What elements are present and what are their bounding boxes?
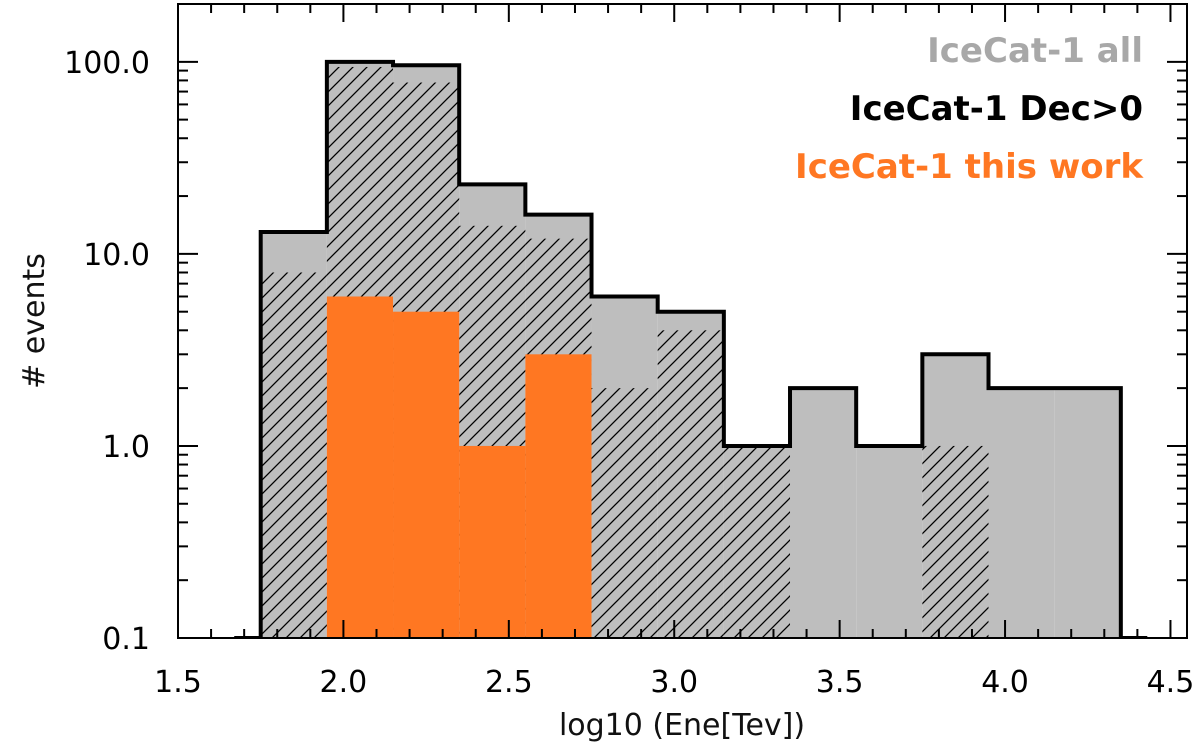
bar-dec-0	[260, 272, 327, 638]
bar-this-work-2	[393, 311, 460, 638]
bar-this-work-1	[326, 296, 394, 638]
bar-all-12	[1054, 388, 1121, 638]
plot-frame	[177, 3, 1188, 639]
axis-ticks	[177, 3, 1187, 639]
y-tick-label-2: 10.0	[83, 238, 150, 273]
axis-tick-labels: 1.5 2.0 2.5 3.0 3.5 4.0 4.5 0.1 1.0 10.0 100.0	[64, 46, 1194, 700]
x-tick-label-6: 4.5	[1147, 665, 1195, 700]
bar-dec-6	[657, 330, 724, 638]
x-tick-label-5: 4.0	[981, 665, 1029, 700]
legend-entry-0: IceCat-1 all	[927, 31, 1143, 71]
bar-all-11	[988, 388, 1055, 638]
y-tick-label-0: 0.1	[102, 622, 150, 657]
x-tick-label-2: 2.5	[485, 665, 533, 700]
series-this-work-bars	[326, 296, 592, 638]
series-all-outline	[234, 59, 1148, 638]
x-tick-label-0: 1.5	[154, 665, 202, 700]
bar-dec-10	[922, 445, 989, 638]
x-tick-label-4: 3.5	[816, 665, 864, 700]
bar-this-work-3	[459, 445, 526, 638]
y-tick-label-1: 1.0	[102, 430, 150, 465]
y-tick-label-3: 100.0	[64, 46, 150, 81]
legend: IceCat-1 all IceCat-1 Dec>0 IceCat-1 this …	[795, 31, 1144, 187]
x-axis-title: log10 (Ene[Tev])	[559, 708, 805, 743]
x-tick-label-1: 2.0	[320, 665, 368, 700]
bar-dec-7	[723, 445, 791, 638]
x-tick-label-3: 3.0	[650, 665, 698, 700]
bar-dec-5	[591, 388, 658, 638]
legend-entry-1: IceCat-1 Dec>0	[850, 89, 1143, 129]
bar-this-work-4	[525, 354, 592, 638]
bar-all-9	[856, 445, 923, 638]
legend-entry-2: IceCat-1 this work	[795, 147, 1144, 187]
y-axis-title: # events	[17, 253, 52, 389]
bar-all-8	[790, 388, 857, 638]
